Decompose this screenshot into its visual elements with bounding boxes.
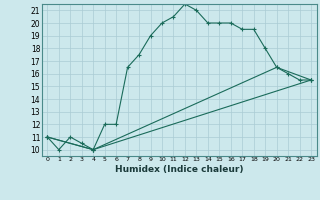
X-axis label: Humidex (Indice chaleur): Humidex (Indice chaleur) [115, 165, 244, 174]
